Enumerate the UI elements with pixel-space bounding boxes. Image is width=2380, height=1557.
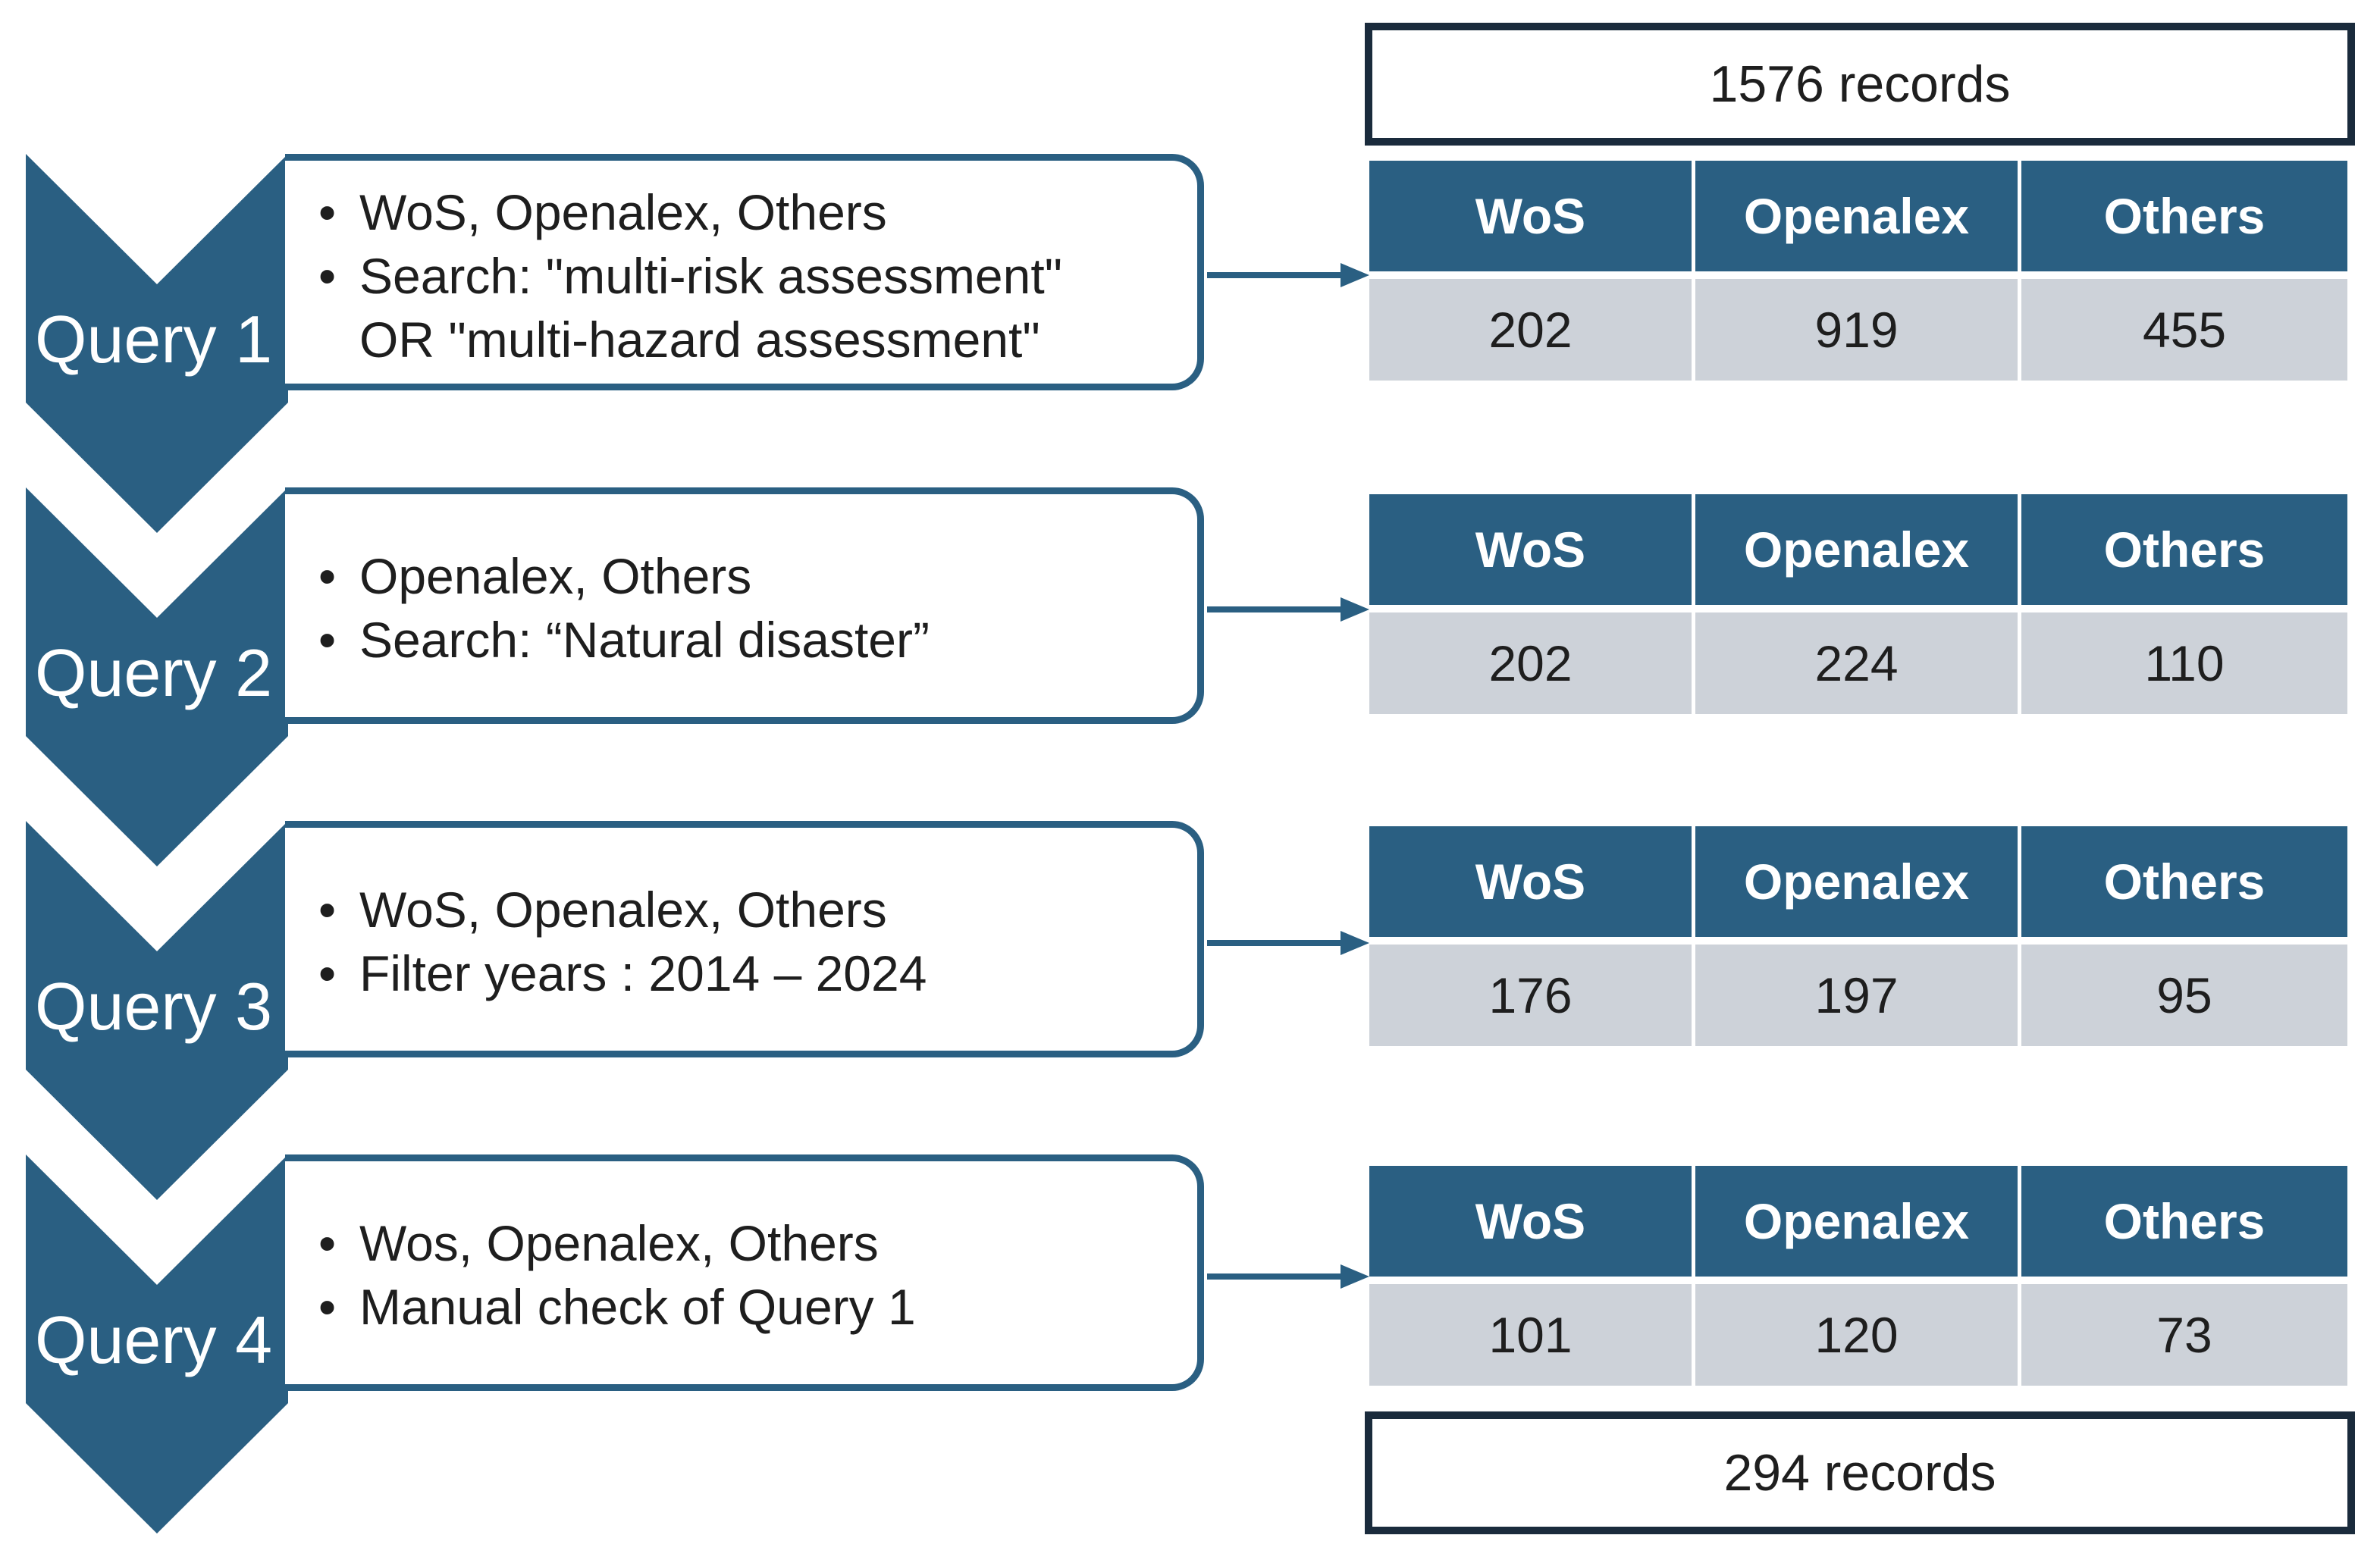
header-openalex: Openalex: [1695, 494, 2021, 612]
value-wos: 101: [1369, 1284, 1695, 1386]
records-final-box: 294 records: [1365, 1411, 2355, 1534]
query-1-results-table: WoS Openalex Others 202 919 455: [1369, 161, 2347, 381]
query-2-bullet-search: Search: “Natural disaster”: [318, 608, 930, 672]
records-total-text: 1576 records: [1709, 55, 2011, 113]
query-4-results-table: WoS Openalex Others 101 120 73: [1369, 1166, 2347, 1386]
header-wos: WoS: [1369, 161, 1695, 279]
value-wos: 202: [1369, 279, 1695, 381]
header-wos: WoS: [1369, 494, 1695, 612]
query-3-label: Query 3: [35, 969, 273, 1044]
header-others: Others: [2021, 826, 2347, 945]
query-3-results-table: WoS Openalex Others 176 197 95: [1369, 826, 2347, 1046]
query-1-chevron: [26, 154, 288, 533]
query-4-bullet-sources: Wos, Openalex, Others: [318, 1211, 916, 1275]
value-openalex: 197: [1695, 945, 2021, 1046]
query-3-chevron: [26, 821, 288, 1200]
query-2-box: Openalex, Others Search: “Natural disast…: [285, 487, 1204, 724]
value-openalex: 120: [1695, 1284, 2021, 1386]
header-wos: WoS: [1369, 826, 1695, 945]
value-wos: 202: [1369, 612, 1695, 714]
query-2-results-table: WoS Openalex Others 202 224 110: [1369, 494, 2347, 714]
query-1-box: WoS, Openalex, Others Search: "multi-ris…: [285, 154, 1204, 390]
query-4-chevron: [26, 1154, 288, 1534]
value-openalex: 224: [1695, 612, 2021, 714]
value-openalex: 919: [1695, 279, 2021, 381]
header-others: Others: [2021, 1166, 2347, 1284]
query-3-bullet-filter: Filter years : 2014 – 2024: [318, 941, 927, 1005]
query-3-box: WoS, Openalex, Others Filter years : 201…: [285, 821, 1204, 1057]
query-1-arrow: [1207, 263, 1369, 287]
query-2-bullet-sources: Openalex, Others: [318, 544, 930, 608]
query-1-label: Query 1: [35, 302, 273, 377]
records-final-text: 294 records: [1723, 1444, 1996, 1502]
query-1-bullet-sources: WoS, Openalex, Others: [318, 180, 1062, 244]
value-others: 110: [2021, 612, 2347, 714]
query-4-label: Query 4: [35, 1302, 273, 1377]
header-openalex: Openalex: [1695, 161, 2021, 279]
query-4-box: Wos, Openalex, Others Manual check of Qu…: [285, 1154, 1204, 1391]
value-others: 455: [2021, 279, 2347, 381]
header-others: Others: [2021, 161, 2347, 279]
query-2-chevron: [26, 487, 288, 866]
header-openalex: Openalex: [1695, 826, 2021, 945]
value-others: 95: [2021, 945, 2347, 1046]
header-wos: WoS: [1369, 1166, 1695, 1284]
header-openalex: Openalex: [1695, 1166, 2021, 1284]
query-3-bullet-sources: WoS, Openalex, Others: [318, 878, 927, 941]
query-2-label: Query 2: [35, 635, 273, 710]
value-others: 73: [2021, 1284, 2347, 1386]
value-wos: 176: [1369, 945, 1695, 1046]
records-total-box: 1576 records: [1365, 23, 2355, 146]
query-1-bullet-search: Search: "multi-risk assessment" OR "mult…: [318, 244, 1062, 371]
header-others: Others: [2021, 494, 2347, 612]
query-3-arrow: [1207, 931, 1369, 955]
query-4-arrow: [1207, 1264, 1369, 1289]
query-2-arrow: [1207, 597, 1369, 622]
query-4-bullet-check: Manual check of Query 1: [318, 1275, 916, 1339]
